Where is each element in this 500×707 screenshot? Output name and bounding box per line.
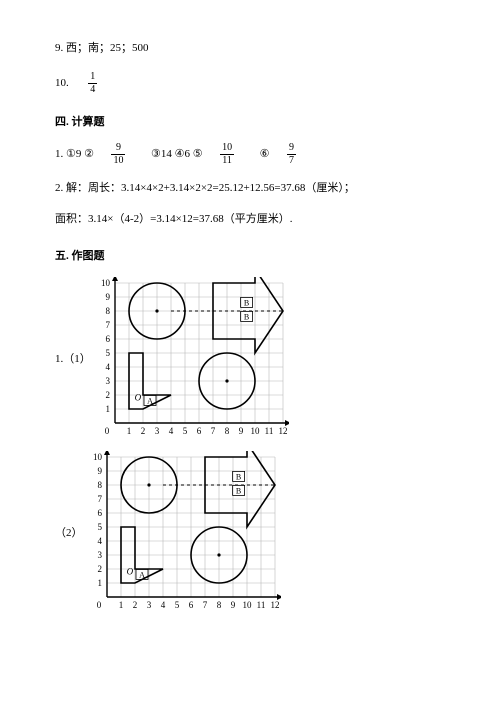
svg-text:10: 10 bbox=[250, 426, 260, 436]
svg-text:7: 7 bbox=[202, 600, 207, 610]
svg-text:9: 9 bbox=[230, 600, 235, 610]
svg-text:5: 5 bbox=[174, 600, 179, 610]
text: 四. 计算题 bbox=[55, 116, 105, 128]
fraction-9-7: 9 7 bbox=[287, 143, 296, 166]
svg-text:B: B bbox=[235, 486, 240, 495]
svg-text:4: 4 bbox=[105, 362, 110, 372]
svg-text:11: 11 bbox=[256, 600, 265, 610]
svg-text:5: 5 bbox=[183, 426, 188, 436]
svg-text:3: 3 bbox=[155, 426, 160, 436]
svg-text:2: 2 bbox=[97, 564, 102, 574]
svg-text:4: 4 bbox=[97, 536, 102, 546]
text: 1.（1） bbox=[55, 353, 91, 365]
fraction-9-10: 9 10 bbox=[111, 143, 125, 166]
numerator: 1 bbox=[88, 72, 97, 84]
svg-text:O: O bbox=[126, 566, 133, 576]
figure-2-label: （2） bbox=[55, 524, 83, 540]
svg-text:9: 9 bbox=[239, 426, 244, 436]
svg-text:8: 8 bbox=[216, 600, 221, 610]
text: （2） bbox=[55, 527, 83, 539]
numerator: 9 bbox=[287, 143, 296, 155]
svg-text:2: 2 bbox=[132, 600, 137, 610]
svg-text:10: 10 bbox=[101, 278, 111, 288]
svg-text:A: A bbox=[147, 396, 153, 405]
figure-1-svg: 012345678910111212345678910OABB bbox=[97, 277, 289, 439]
svg-text:10: 10 bbox=[93, 452, 103, 462]
text: 五. 作图题 bbox=[55, 250, 105, 262]
svg-text:8: 8 bbox=[97, 480, 102, 490]
svg-text:7: 7 bbox=[97, 494, 102, 504]
svg-text:8: 8 bbox=[225, 426, 230, 436]
text: 9. 西；南；25；500 bbox=[55, 42, 149, 54]
svg-text:6: 6 bbox=[188, 600, 193, 610]
numerator: 10 bbox=[220, 143, 234, 155]
item-4-2a: 2. 解：周长：3.14×4×2+3.14×2×2=25.12+12.56=37… bbox=[55, 180, 445, 198]
svg-text:1: 1 bbox=[105, 404, 110, 414]
svg-text:5: 5 bbox=[105, 348, 110, 358]
svg-text:6: 6 bbox=[197, 426, 202, 436]
svg-text:0: 0 bbox=[96, 600, 101, 610]
fraction-10-11: 10 11 bbox=[220, 143, 234, 166]
svg-text:6: 6 bbox=[105, 334, 110, 344]
svg-text:9: 9 bbox=[97, 466, 102, 476]
text: 面积：3.14×（4-2）=3.14×12=37.68（平方厘米）. bbox=[55, 213, 292, 225]
figure-1-label: 1.（1） bbox=[55, 350, 91, 366]
denominator: 11 bbox=[220, 155, 234, 166]
item-4-1: 1. ①9 ② 9 10 ③14 ④6 ⑤ 10 11 ⑥ 9 7 bbox=[55, 143, 445, 166]
denominator: 4 bbox=[88, 84, 97, 95]
svg-text:5: 5 bbox=[97, 522, 102, 532]
figure-row-1: 1.（1） 012345678910111212345678910OABB bbox=[55, 277, 445, 439]
svg-text:4: 4 bbox=[169, 426, 174, 436]
svg-text:4: 4 bbox=[160, 600, 165, 610]
svg-text:11: 11 bbox=[264, 426, 273, 436]
section-5-title: 五. 作图题 bbox=[55, 247, 445, 263]
text: 2. 解：周长：3.14×4×2+3.14×2×2=25.12+12.56=37… bbox=[55, 182, 355, 194]
answer-line-9: 9. 西；南；25；500 bbox=[55, 40, 445, 58]
denominator: 7 bbox=[287, 155, 296, 166]
svg-text:2: 2 bbox=[141, 426, 146, 436]
svg-text:2: 2 bbox=[105, 390, 110, 400]
svg-text:O: O bbox=[134, 392, 141, 402]
fraction-1-4: 1 4 bbox=[88, 72, 97, 95]
svg-text:0: 0 bbox=[105, 426, 110, 436]
svg-text:7: 7 bbox=[105, 320, 110, 330]
svg-text:3: 3 bbox=[97, 550, 102, 560]
svg-text:3: 3 bbox=[146, 600, 151, 610]
svg-text:12: 12 bbox=[278, 426, 287, 436]
figure-row-2: （2） 012345678910111212345678910OABB bbox=[55, 451, 445, 613]
item-4-2b: 面积：3.14×（4-2）=3.14×12=37.68（平方厘米）. bbox=[55, 211, 445, 229]
svg-text:3: 3 bbox=[105, 376, 110, 386]
text: 1. ①9 ② bbox=[55, 148, 94, 160]
svg-text:1: 1 bbox=[127, 426, 132, 436]
text: 10. bbox=[55, 77, 69, 89]
svg-text:12: 12 bbox=[270, 600, 279, 610]
svg-text:A: A bbox=[139, 570, 145, 579]
svg-text:9: 9 bbox=[105, 292, 110, 302]
svg-text:B: B bbox=[235, 472, 240, 481]
text: ③14 ④6 ⑤ bbox=[151, 148, 203, 160]
section-4-title: 四. 计算题 bbox=[55, 113, 445, 129]
numerator: 9 bbox=[111, 143, 125, 155]
svg-text:10: 10 bbox=[242, 600, 252, 610]
svg-text:8: 8 bbox=[105, 306, 110, 316]
svg-text:B: B bbox=[244, 312, 249, 321]
svg-text:7: 7 bbox=[211, 426, 216, 436]
answer-line-10: 10. 1 4 bbox=[55, 72, 445, 95]
denominator: 10 bbox=[111, 155, 125, 166]
text: ⑥ bbox=[260, 148, 270, 160]
svg-text:1: 1 bbox=[97, 578, 102, 588]
svg-text:1: 1 bbox=[118, 600, 123, 610]
figure-2-svg: 012345678910111212345678910OABB bbox=[89, 451, 281, 613]
svg-text:6: 6 bbox=[97, 508, 102, 518]
svg-text:B: B bbox=[244, 298, 249, 307]
